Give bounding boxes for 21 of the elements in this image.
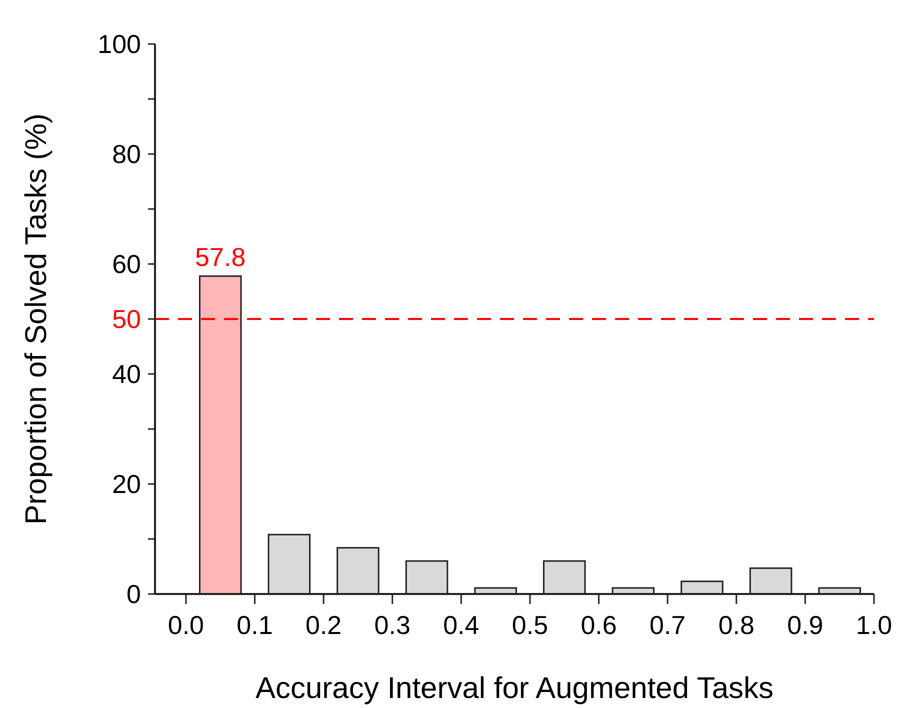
y-tick-label: 80 — [112, 139, 141, 170]
x-tick-label: 0.9 — [787, 610, 824, 640]
y-tick-label: 100 — [98, 29, 141, 60]
x-tick-label: 0.7 — [650, 610, 686, 640]
y-tick-label: 60 — [112, 249, 141, 280]
ref-line-label: 50 — [112, 304, 141, 334]
x-tick-label: 0.2 — [305, 610, 342, 640]
x-tick-label: 0.3 — [374, 610, 410, 640]
x-tick-label: 0.8 — [718, 610, 754, 640]
x-tick-label: 0.5 — [512, 610, 548, 640]
y-axis-title: Proportion of Solved Tasks (%) — [20, 113, 53, 525]
x-tick-label: 0.0 — [168, 610, 204, 640]
y-tick-label: 40 — [112, 359, 141, 390]
x-tick-label: 0.4 — [443, 610, 480, 640]
data-label: 57.8 — [195, 242, 246, 272]
x-tick-label: 0.1 — [236, 610, 273, 640]
x-axis-title: Accuracy Interval for Augmented Tasks — [255, 672, 774, 705]
y-tick-label: 20 — [112, 469, 141, 500]
x-tick-label: 0.6 — [580, 610, 617, 640]
y-tick-label: 0 — [126, 579, 141, 610]
x-tick-label: 1.0 — [856, 610, 892, 640]
